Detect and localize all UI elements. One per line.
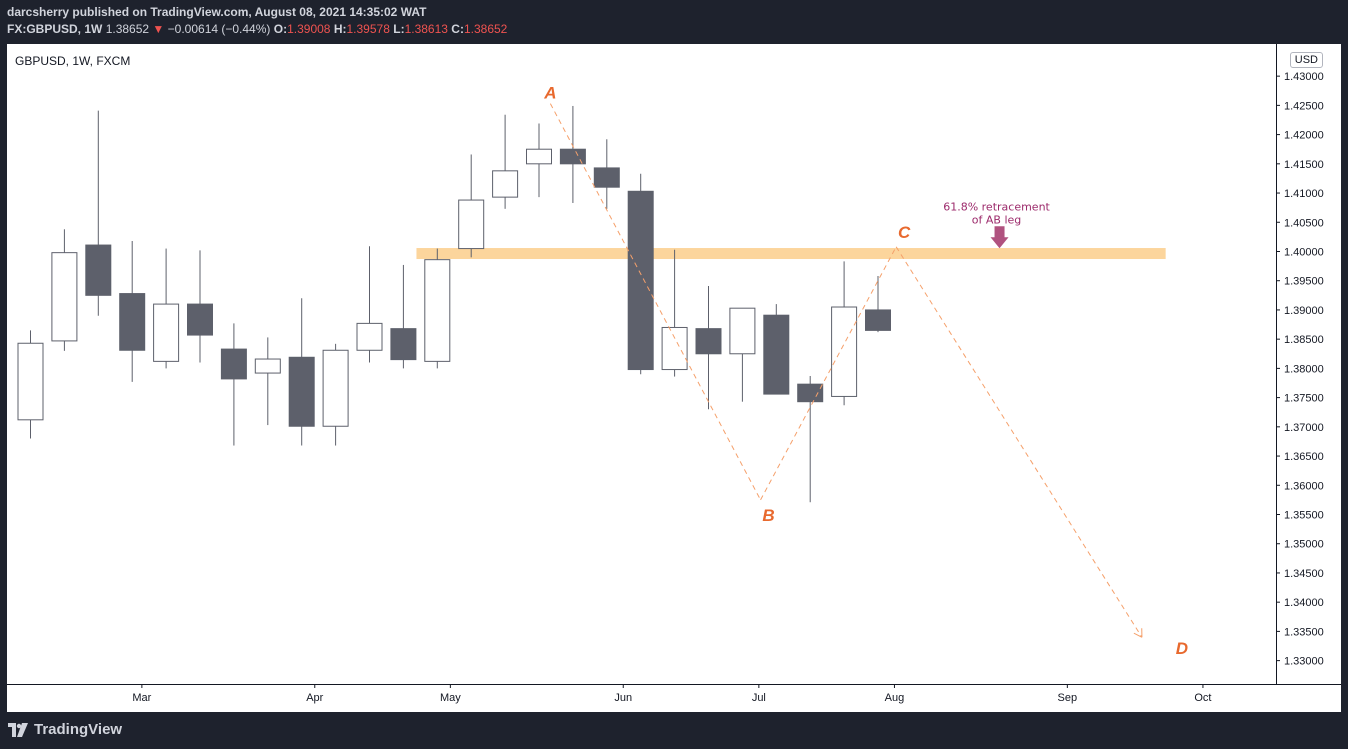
candle-up: [458, 199, 485, 250]
candle-up: [424, 259, 451, 362]
x-tick-label: May: [440, 692, 461, 704]
candlestick-chart[interactable]: 1.33000 1.33500 1.34000 1.34500 1.35000 1.355…: [7, 44, 1341, 712]
candle-up: [322, 349, 349, 427]
candle-down: [288, 356, 315, 427]
y-tick-label: 1.43000: [1284, 71, 1324, 83]
y-tick-label: 1.36000: [1284, 480, 1324, 492]
low-label: L:: [393, 22, 405, 36]
candle-down: [763, 314, 790, 395]
x-tick-label: Aug: [885, 692, 905, 704]
y-tick-label: 1.41000: [1284, 188, 1324, 200]
annotation-arrow-icon: [990, 226, 1009, 249]
x-tick-label: Apr: [306, 692, 323, 704]
change-arrow-icon: ▼: [152, 22, 165, 36]
low-value: 1.38613: [404, 22, 448, 36]
close-label: C:: [451, 22, 464, 36]
candle-down: [119, 293, 146, 351]
open-label: O:: [273, 22, 288, 36]
candle-up: [661, 326, 688, 371]
y-tick-label: 1.39000: [1284, 305, 1324, 317]
x-tick-label: Jun: [614, 692, 632, 704]
pattern-point-label: A: [543, 84, 556, 103]
close-value: 1.38652: [463, 22, 508, 36]
annotation-text-line1: 61.8% retracement: [943, 200, 1050, 213]
y-tick-label: 1.40000: [1284, 246, 1324, 258]
candle-down: [797, 383, 824, 403]
y-tick-label: 1.40500: [1284, 217, 1324, 229]
header: darcsherry published on TradingView.com,…: [0, 0, 1348, 44]
ohlc-line: FX:GBPUSD, 1W 1.38652 ▼ −0.00614 (−0.44%…: [7, 22, 507, 36]
x-tick-label: Oct: [1194, 692, 1211, 704]
candle-down: [85, 244, 112, 296]
last-price: 1.38652: [105, 22, 150, 36]
footer: TradingView: [0, 712, 1348, 749]
pattern-leg: [895, 246, 1143, 638]
candle-down: [187, 303, 213, 336]
y-tick-label: 1.33000: [1284, 656, 1324, 668]
candle-up: [526, 148, 552, 165]
pattern-point-label: B: [762, 506, 774, 525]
tradingview-brand: TradingView: [34, 721, 123, 738]
high-label: H:: [333, 22, 347, 36]
pattern-point-label: D: [1176, 639, 1188, 658]
candle-down: [865, 309, 891, 331]
y-tick-label: 1.42500: [1284, 100, 1324, 112]
candle-down: [559, 148, 586, 165]
tradingview-logo[interactable]: TradingView: [8, 721, 122, 738]
x-tick-label: Jul: [752, 692, 766, 704]
annotation-text-line2: of AB leg: [972, 213, 1021, 226]
candle-down: [390, 328, 417, 361]
y-tick-label: 1.35000: [1284, 539, 1324, 551]
y-tick-label: 1.35500: [1284, 510, 1324, 522]
candle-up: [356, 322, 383, 351]
x-tick-label: Sep: [1058, 692, 1078, 704]
candle-down: [627, 190, 654, 371]
symbol-full: FX:GBPUSD, 1W: [7, 22, 103, 36]
candle-up: [51, 252, 78, 342]
y-tick-label: 1.34000: [1284, 597, 1324, 609]
y-tick-label: 1.39500: [1284, 276, 1324, 288]
y-tick-label: 1.38500: [1284, 334, 1324, 346]
y-tick-label: 1.41500: [1284, 159, 1324, 171]
chart-area[interactable]: 1.33000 1.33500 1.34000 1.34500 1.35000 1.355…: [7, 44, 1341, 712]
candle-down: [695, 328, 722, 355]
x-tick-label: Mar: [132, 692, 151, 704]
chart-symbol-label: GBPUSD, 1W, FXCM: [15, 54, 131, 68]
y-tick-label: 1.37500: [1284, 393, 1324, 405]
pattern-arrow-head: [1133, 632, 1143, 638]
candle-down: [220, 348, 247, 380]
candle-up: [729, 307, 756, 355]
currency-badge[interactable]: USD: [1289, 52, 1323, 68]
y-tick-label: 1.36500: [1284, 451, 1324, 463]
y-tick-label: 1.38000: [1284, 363, 1324, 375]
publisher-line: darcsherry published on TradingView.com,…: [7, 5, 427, 19]
y-tick-label: 1.37000: [1284, 422, 1324, 434]
open-value: 1.39008: [287, 22, 331, 36]
candle-up: [17, 342, 44, 421]
pattern-point-label: C: [898, 223, 911, 242]
candle-up: [153, 303, 180, 362]
candle-up: [831, 306, 858, 397]
resistance-zone: [416, 248, 1166, 260]
candle-up: [492, 170, 519, 198]
y-tick-label: 1.33500: [1284, 626, 1324, 638]
y-tick-label: 1.34500: [1284, 568, 1324, 580]
y-tick-label: 1.42000: [1284, 130, 1324, 142]
candle-up: [254, 358, 281, 374]
price-change: −0.00614 (−0.44%): [167, 22, 271, 36]
pattern-leg: [549, 103, 761, 501]
tradingview-logo-icon: [8, 722, 28, 737]
candle-down: [593, 167, 620, 188]
high-value: 1.39578: [346, 22, 390, 36]
pattern-leg: [760, 246, 897, 501]
